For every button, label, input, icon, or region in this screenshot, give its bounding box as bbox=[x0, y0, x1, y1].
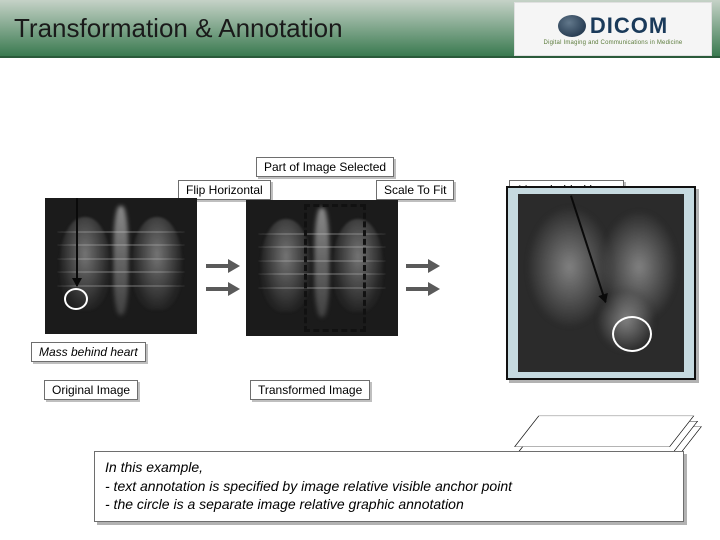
label-mass-left: Mass behind heart bbox=[31, 342, 146, 362]
label-text: Part of Image Selected bbox=[264, 160, 386, 174]
arrow-icon bbox=[206, 282, 240, 296]
label-text: Scale To Fit bbox=[384, 183, 446, 197]
label-original-image: Original Image bbox=[44, 380, 138, 400]
lung-shape bbox=[528, 208, 611, 325]
globe-icon bbox=[558, 15, 586, 37]
explain-line: In this example, bbox=[105, 458, 673, 476]
logo-tagline: Digital Imaging and Communications in Me… bbox=[544, 40, 683, 46]
transformed-image bbox=[518, 194, 684, 372]
transformed-frame bbox=[506, 186, 696, 380]
arrow-icon bbox=[406, 282, 440, 296]
explanation-box: In this example, - text annotation is sp… bbox=[94, 451, 684, 522]
annotation-circle-right bbox=[612, 316, 652, 352]
sheet bbox=[514, 416, 694, 447]
logo-text: DICOM bbox=[590, 13, 668, 39]
label-transformed-image: Transformed Image bbox=[250, 380, 370, 400]
header-bar: Transformation & Annotation DICOM Digita… bbox=[0, 0, 720, 58]
label-text: Flip Horizontal bbox=[186, 183, 263, 197]
logo-main: DICOM bbox=[558, 13, 668, 39]
page-title: Transformation & Annotation bbox=[14, 13, 343, 44]
label-text: Original Image bbox=[52, 383, 130, 397]
annotation-circle-left bbox=[64, 288, 88, 310]
label-scale-to-fit: Scale To Fit bbox=[376, 180, 454, 200]
annotation-arrow-left bbox=[76, 198, 78, 286]
label-flip-horizontal: Flip Horizontal bbox=[178, 180, 271, 200]
crop-selection bbox=[304, 204, 366, 332]
explain-line: - the circle is a separate image relativ… bbox=[105, 495, 673, 513]
xray-original bbox=[45, 198, 197, 334]
label-text: Mass behind heart bbox=[39, 345, 138, 359]
arrow-icon bbox=[206, 259, 240, 273]
label-part-selected: Part of Image Selected bbox=[256, 157, 394, 177]
dicom-logo: DICOM Digital Imaging and Communications… bbox=[514, 2, 712, 56]
content-area: Part of Image Selected Flip Horizontal S… bbox=[0, 58, 720, 540]
label-text: Transformed Image bbox=[258, 383, 362, 397]
arrow-icon bbox=[406, 259, 440, 273]
explain-line: - text annotation is specified by image … bbox=[105, 477, 673, 495]
